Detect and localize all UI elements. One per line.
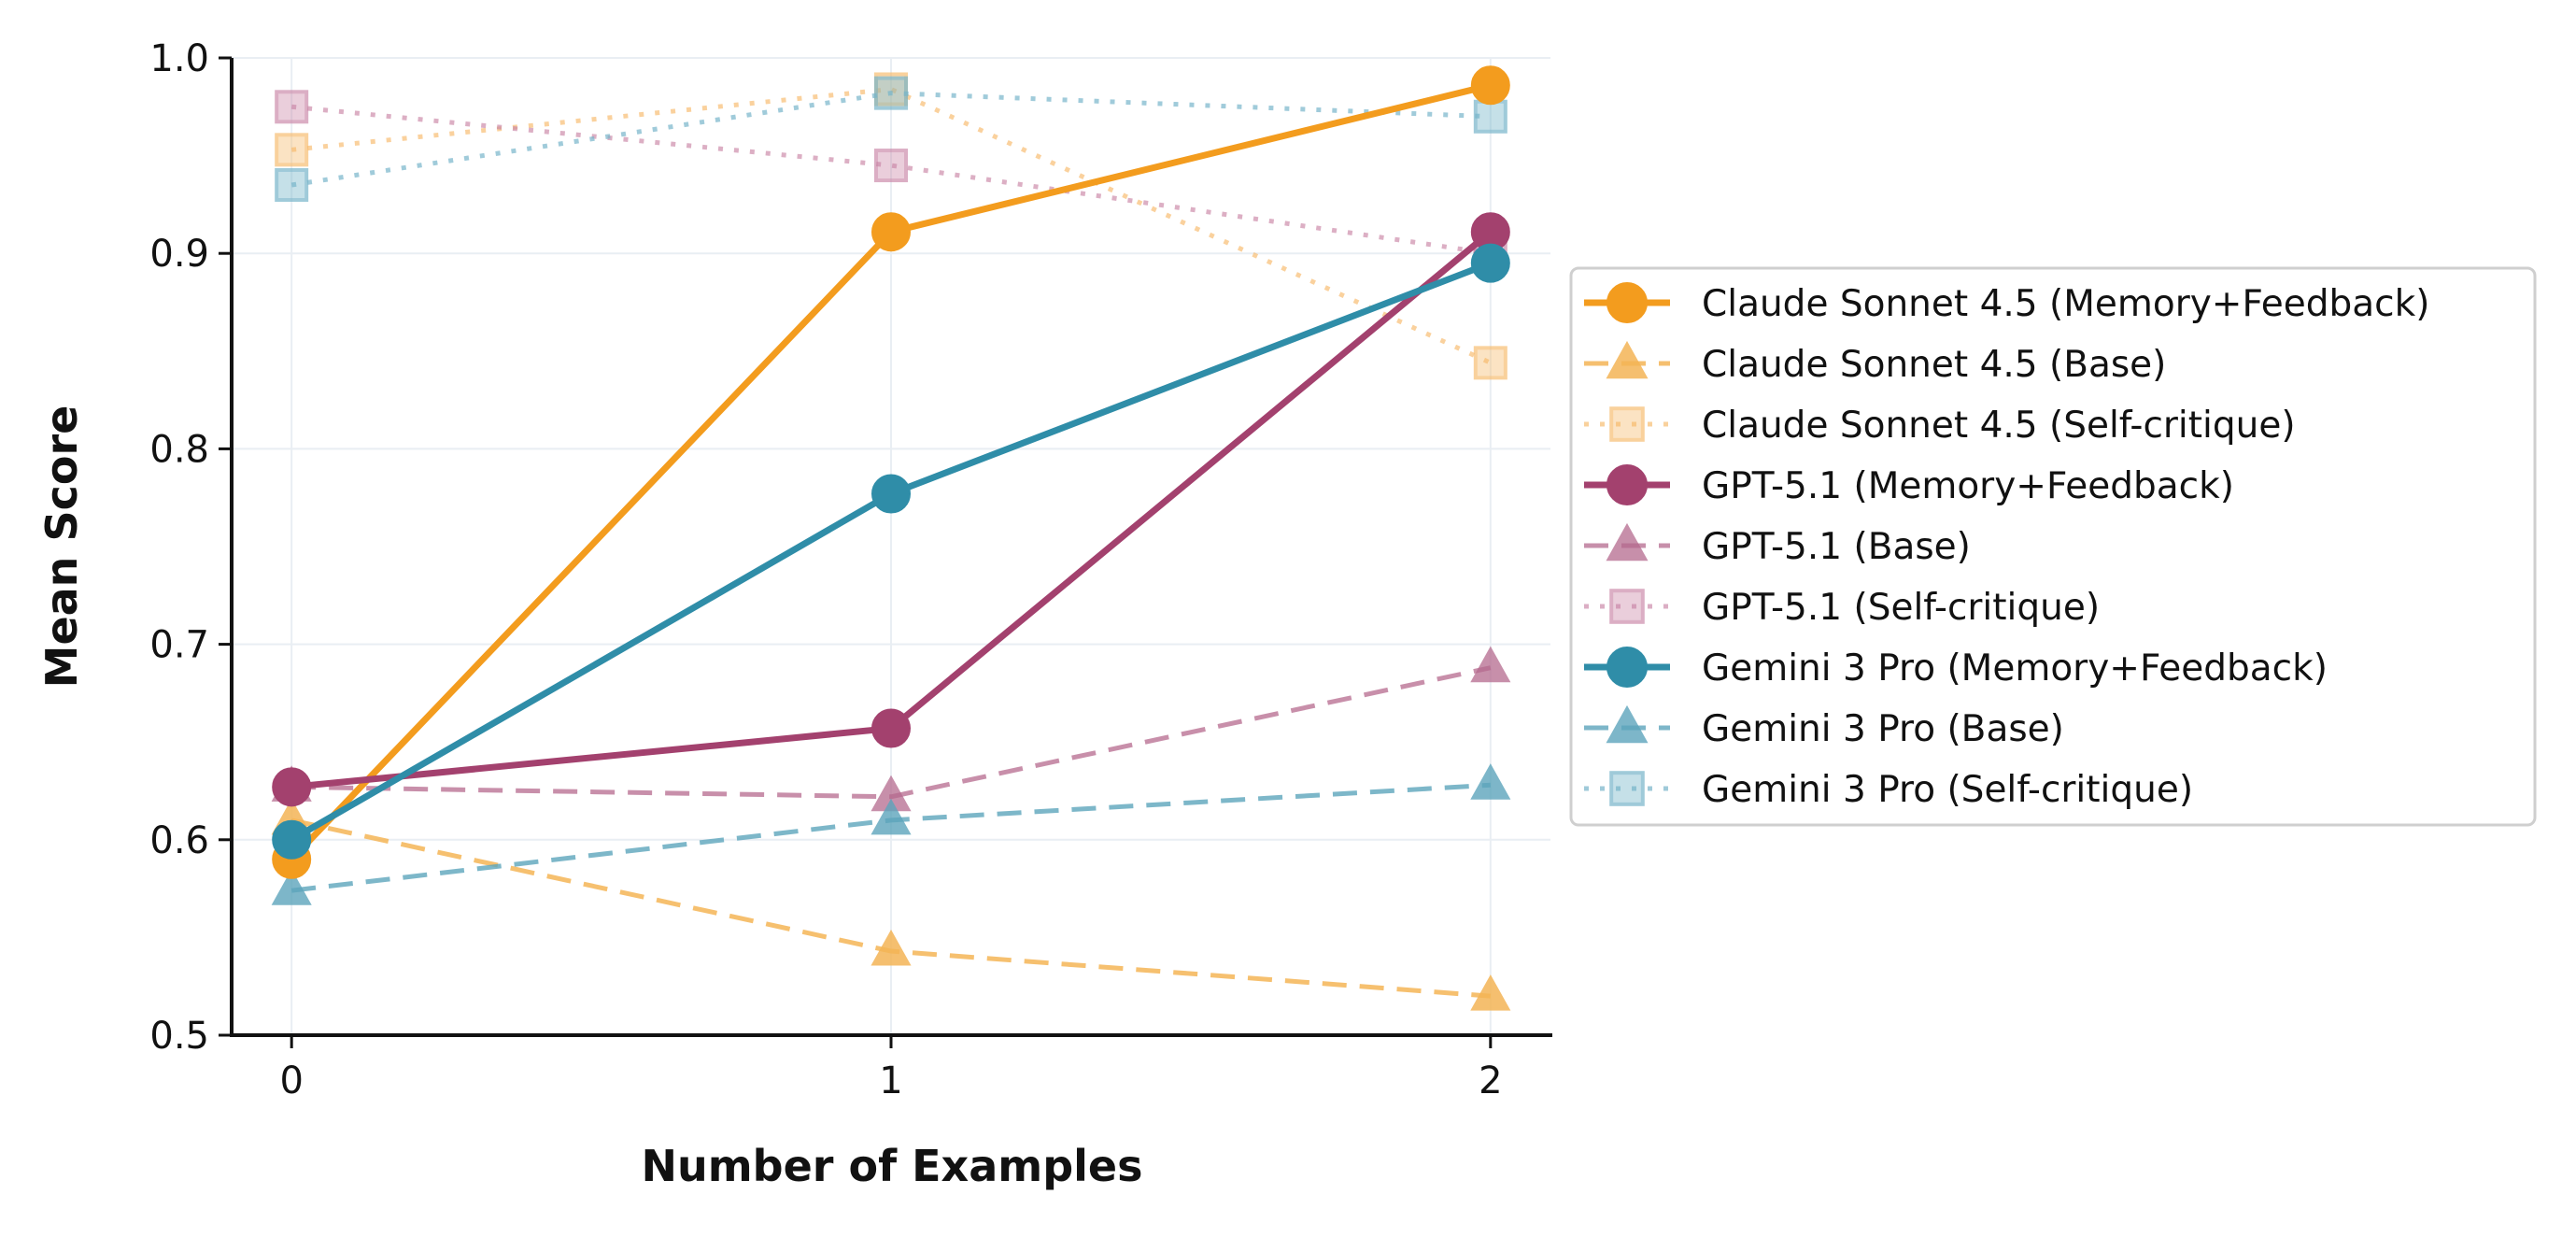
y-tick-label: 0.6 [149,819,209,862]
y-axis-label: Mean Score [36,405,87,689]
legend-label: Claude Sonnet 4.5 (Base) [1702,344,2166,386]
data-point [1470,763,1511,800]
data-point [275,133,309,167]
tick-labels: 0.5 0.6 0.7 0.8 0.9 1.0 0 1 2 [149,37,1502,1102]
legend-entry: Claude Sonnet 4.5 (Memory+Feedback) [1584,282,2429,325]
data-point [272,819,312,860]
legend-label: GPT-5.1 (Base) [1702,526,1971,568]
legend-label: Claude Sonnet 4.5 (Memory+Feedback) [1702,283,2429,325]
series-1 [271,798,1511,1011]
legend-entry: GPT-5.1 (Memory+Feedback) [1584,464,2234,507]
data-point [1473,99,1507,134]
y-tick-label: 0.9 [149,233,209,276]
data-point [870,798,912,835]
legend: Claude Sonnet 4.5 (Memory+Feedback) Claud… [1569,266,2537,827]
series-layer [271,65,1511,1011]
series-8 [275,76,1507,202]
legend-label: Gemini 3 Pro (Memory+Feedback) [1702,647,2328,690]
legend-label: GPT-5.1 (Memory+Feedback) [1702,465,2234,507]
data-point [1470,974,1511,1011]
y-tick-label: 0.7 [149,624,209,667]
legend-label: Gemini 3 Pro (Self-critique) [1702,769,2193,811]
data-point [275,90,309,124]
series-6 [272,243,1510,860]
legend-entry: Gemini 3 Pro (Memory+Feedback) [1584,647,2328,690]
x-tick-label: 0 [279,1059,303,1102]
legend-label: Claude Sonnet 4.5 (Self-critique) [1702,405,2296,447]
legend-marker [1606,704,1649,744]
series-3 [272,212,1510,807]
legend-entry: GPT-5.1 (Base) [1584,522,1971,568]
data-point [874,149,908,183]
data-point [275,167,309,202]
legend-entry: Gemini 3 Pro (Base) [1584,704,2064,750]
legend-frame [1569,266,2537,827]
data-point [871,212,911,252]
data-point [871,474,911,514]
data-point [1473,346,1507,380]
data-point [1470,646,1511,683]
x-tick-label: 2 [1479,1059,1502,1102]
legend-marker [1606,282,1648,323]
legend-entry: Claude Sonnet 4.5 (Self-critique) [1584,405,2296,447]
series-7 [271,763,1511,905]
legend-entry: Gemini 3 Pro (Self-critique) [1584,769,2193,811]
legend-entry: Claude Sonnet 4.5 (Base) [1584,340,2166,386]
y-tick-label: 0.8 [149,428,209,471]
y-tick-label: 1.0 [149,37,209,80]
legend-marker [1609,406,1645,442]
data-point [871,708,911,748]
data-point [272,767,312,807]
x-tick-label: 1 [879,1059,902,1102]
legend-label: GPT-5.1 (Self-critique) [1702,587,2100,629]
legend-marker [1606,647,1648,688]
legend-label: Gemini 3 Pro (Base) [1702,708,2064,750]
data-point [271,869,312,905]
x-axis-label: Number of Examples [642,1141,1143,1191]
data-point [1470,243,1510,283]
legend-marker [1606,340,1649,379]
data-point [870,929,912,966]
y-tick-label: 0.5 [149,1015,209,1058]
legend-marker [1606,522,1649,562]
legend-marker [1606,464,1648,505]
data-point [874,76,908,110]
series-line [290,91,1491,188]
legend-marker [1609,771,1645,806]
legend-entry: GPT-5.1 (Self-critique) [1584,587,2100,629]
legend-marker [1609,589,1645,624]
data-point [1470,65,1510,106]
